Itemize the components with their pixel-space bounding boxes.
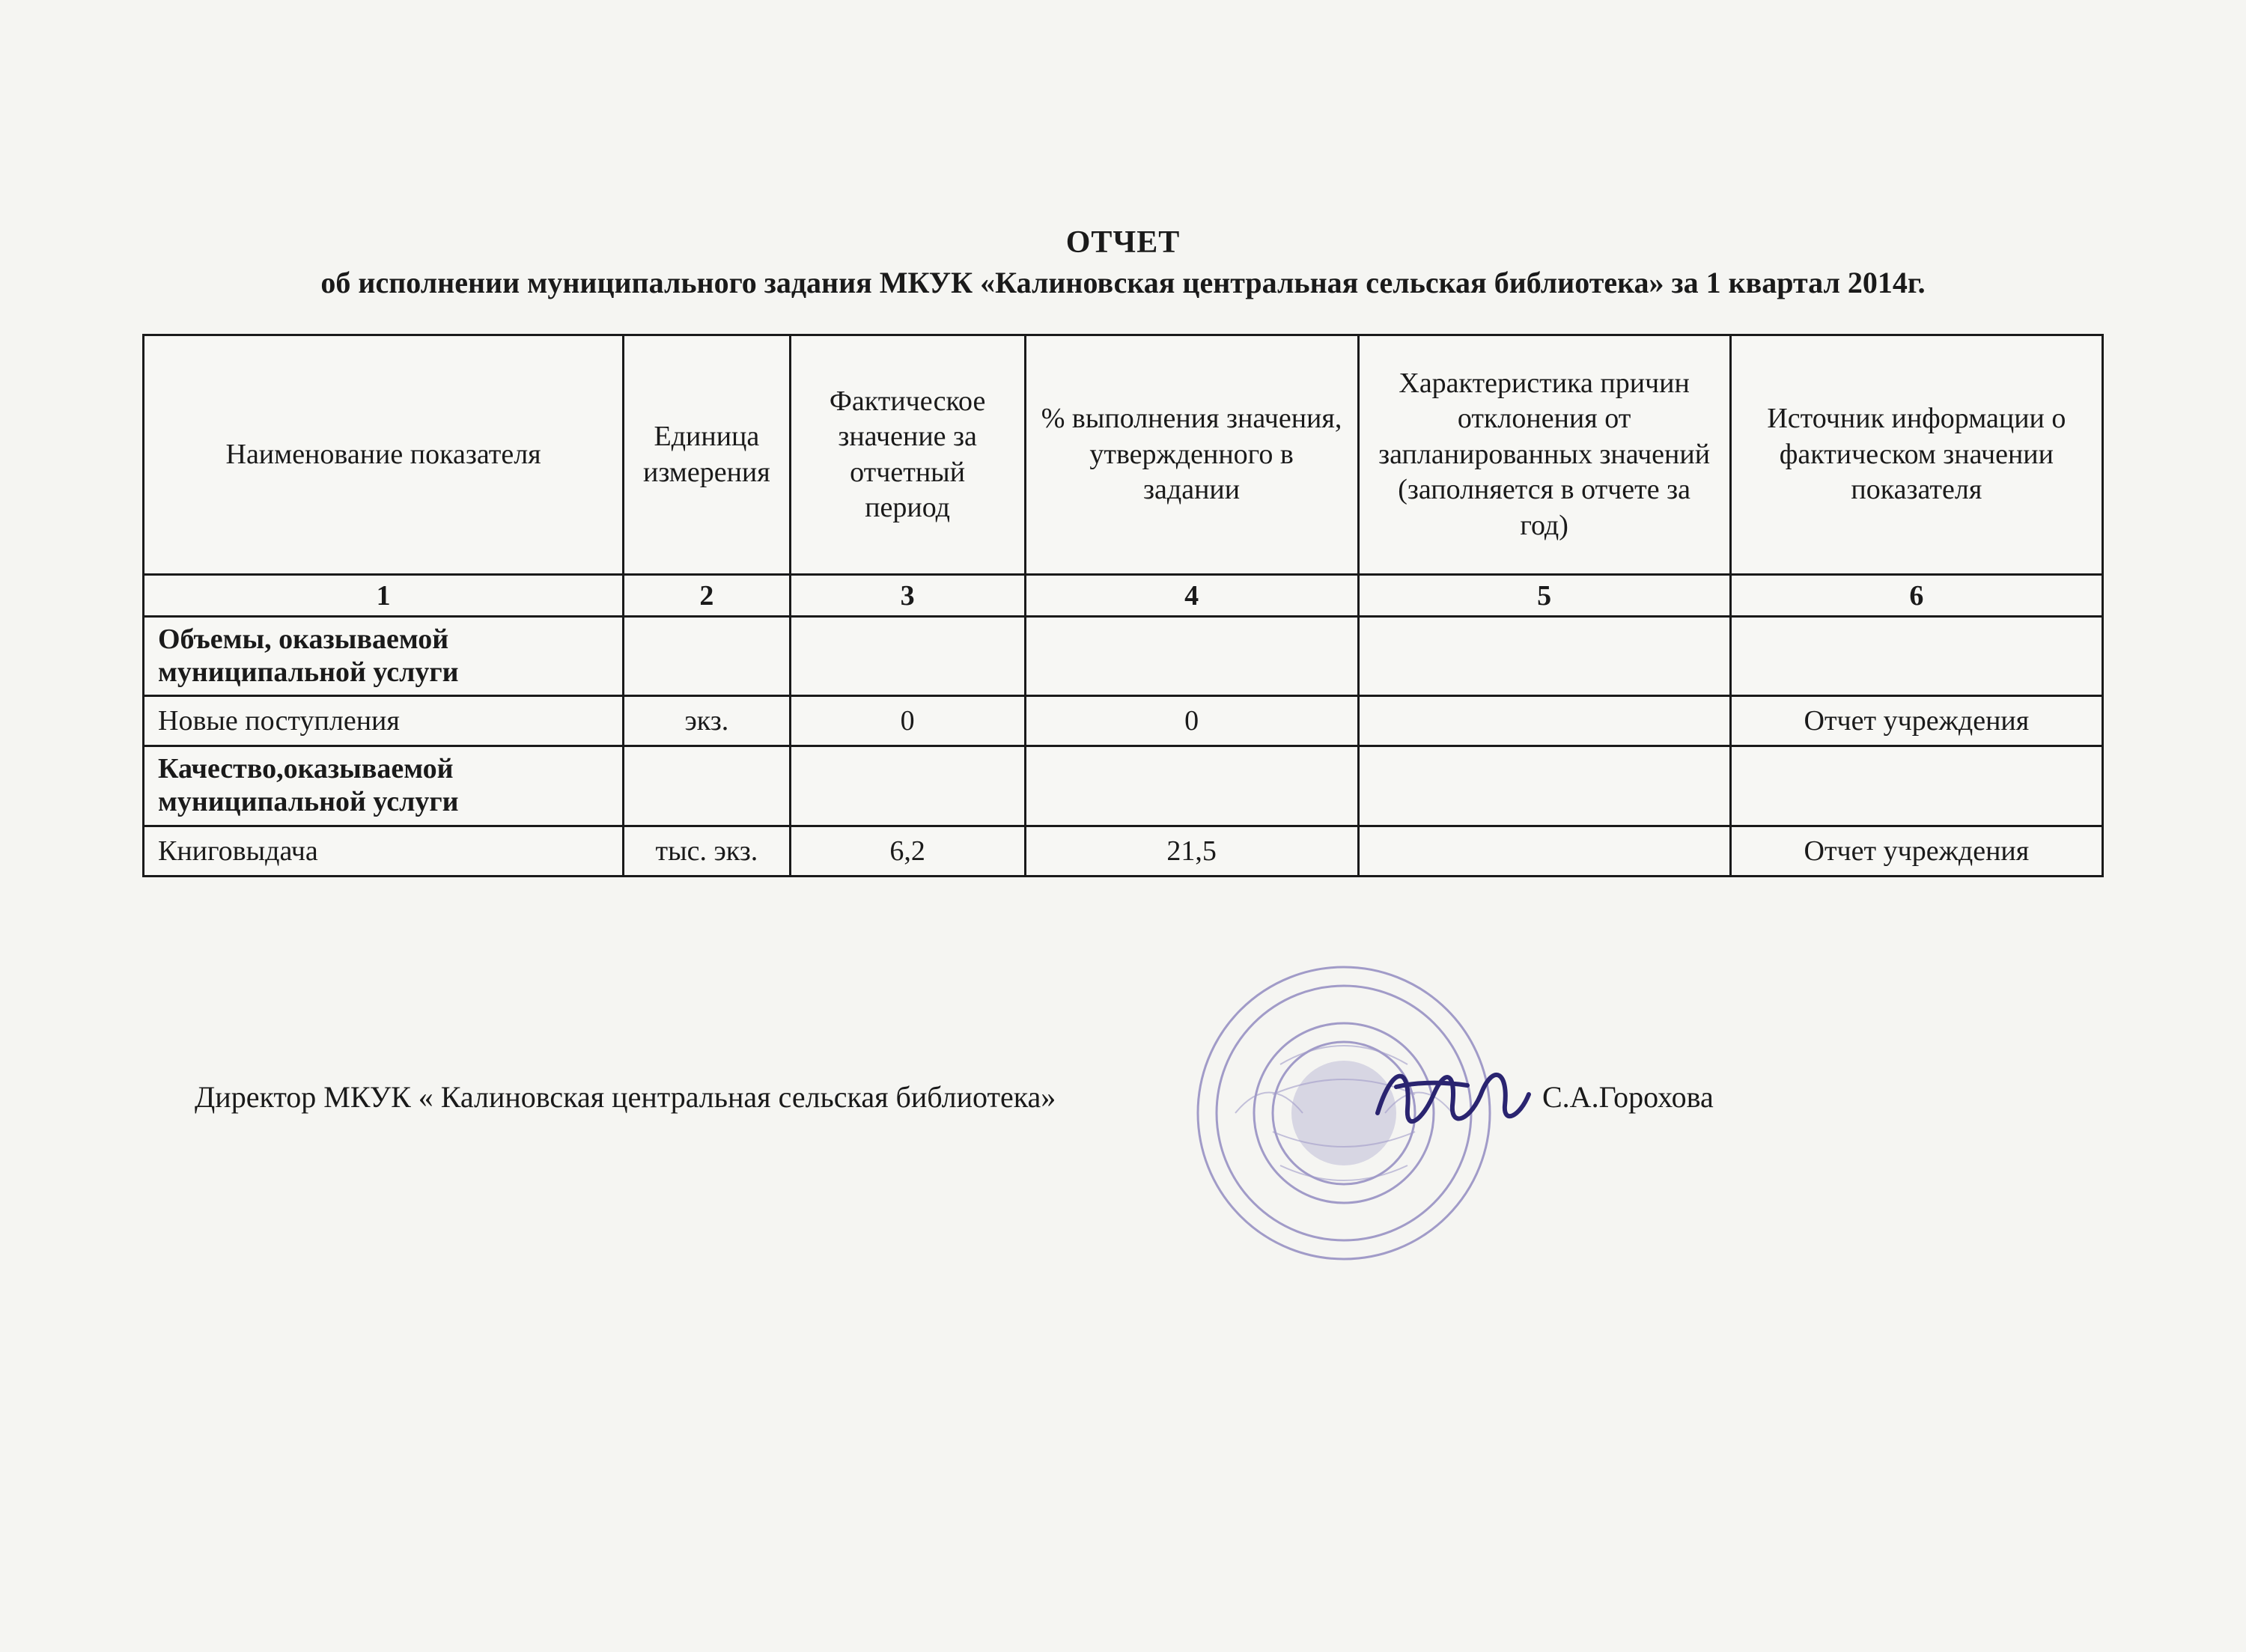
table-cell: Новые поступления — [144, 696, 624, 746]
table-cell — [1358, 617, 1730, 696]
table-number-row: 1 2 3 4 5 6 — [144, 575, 2103, 617]
table-colnum: 5 — [1358, 575, 1730, 617]
table-header: Единица измерения — [624, 335, 790, 575]
footer-block: Директор МКУК « Калиновская центральная … — [142, 982, 2104, 1281]
table-cell — [1025, 746, 1358, 826]
table-cell — [1730, 746, 2102, 826]
table-cell — [1025, 617, 1358, 696]
table-header: Характеристика причин отклонения от запл… — [1358, 335, 1730, 575]
table-colnum: 3 — [790, 575, 1025, 617]
table-colnum: 4 — [1025, 575, 1358, 617]
table-section-row: Объемы, оказываемой муниципальной услуги — [144, 617, 2103, 696]
table-cell: 21,5 — [1025, 826, 1358, 876]
table-cell: 0 — [790, 696, 1025, 746]
table-cell — [1730, 617, 2102, 696]
table-header: Наименование показателя — [144, 335, 624, 575]
table-cell — [790, 617, 1025, 696]
table-data-row: Книговыдача тыс. экз. 6,2 21,5 Отчет учр… — [144, 826, 2103, 876]
table-cell — [1358, 746, 1730, 826]
table-cell: Объемы, оказываемой муниципальной услуги — [144, 617, 624, 696]
table-cell: 6,2 — [790, 826, 1025, 876]
table-header: % выполнения значения, утвержденного в з… — [1025, 335, 1358, 575]
table-header: Источник информации о фактическом значен… — [1730, 335, 2102, 575]
table-cell — [624, 617, 790, 696]
table-header-row: Наименование показателя Единица измерени… — [144, 335, 2103, 575]
table-colnum: 2 — [624, 575, 790, 617]
table-cell — [790, 746, 1025, 826]
table-colnum: 6 — [1730, 575, 2102, 617]
table-header: Фактическое значение за отчетный период — [790, 335, 1025, 575]
table-cell — [1358, 826, 1730, 876]
table-colnum: 1 — [144, 575, 624, 617]
table-cell: тыс. экз. — [624, 826, 790, 876]
table-cell: Отчет учреждения — [1730, 826, 2102, 876]
footer-signer-name: С.А.Горохова — [1542, 1079, 1714, 1115]
table-section-row: Качество,оказываемой муниципальной услуг… — [144, 746, 2103, 826]
footer-role-line: Директор МКУК « Калиновская центральная … — [195, 1079, 1056, 1115]
table-cell: Книговыдача — [144, 826, 624, 876]
title-block: ОТЧЕТ об исполнении муниципального задан… — [142, 225, 2104, 300]
table-cell: Отчет учреждения — [1730, 696, 2102, 746]
table-cell — [624, 746, 790, 826]
report-table: Наименование показателя Единица измерени… — [142, 334, 2104, 877]
table-cell: Качество,оказываемой муниципальной услуг… — [144, 746, 624, 826]
signature-icon — [1370, 1049, 1535, 1139]
title-sub: об исполнении муниципального задания МКУ… — [142, 265, 2104, 300]
table-cell: экз. — [624, 696, 790, 746]
table-data-row: Новые поступления экз. 0 0 Отчет учрежде… — [144, 696, 2103, 746]
table-cell: 0 — [1025, 696, 1358, 746]
table-cell — [1358, 696, 1730, 746]
title-main: ОТЧЕТ — [142, 225, 2104, 260]
